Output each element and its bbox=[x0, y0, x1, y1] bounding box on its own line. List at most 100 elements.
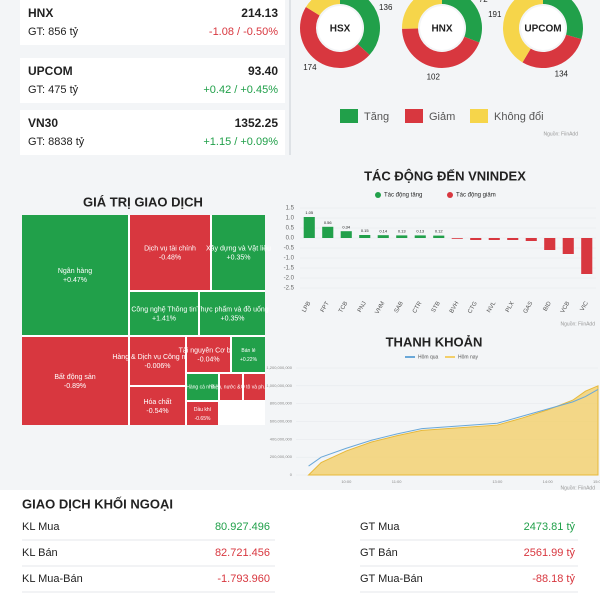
donut-label: 72 bbox=[479, 0, 488, 4]
donut-segment bbox=[300, 7, 370, 68]
cell-change: -0.54% bbox=[146, 408, 168, 415]
treemap-cell bbox=[212, 215, 265, 290]
source: Nguồn: FiinAdd bbox=[544, 131, 579, 137]
donut-title: HNX bbox=[431, 24, 452, 35]
value-label: 0.13 bbox=[398, 228, 407, 233]
cell-change: +0.35% bbox=[227, 254, 251, 261]
source: Nguồn: FiinAdd bbox=[561, 485, 596, 491]
value-label: 1.05 bbox=[305, 210, 314, 215]
index-card bbox=[20, 58, 285, 103]
y-tick-label: 800,000,000 bbox=[270, 401, 293, 406]
row-label: KL Mua-Bán bbox=[22, 573, 83, 585]
source: Nguồn: FiinAdd bbox=[561, 321, 596, 327]
donut-center bbox=[318, 6, 362, 50]
bar bbox=[340, 231, 352, 238]
donut-segment bbox=[522, 34, 582, 69]
x-tick-label: NVL bbox=[486, 300, 497, 314]
cell-change: +1.41% bbox=[152, 315, 176, 322]
x-tick-label: LPB bbox=[301, 301, 312, 314]
row-label: KL Mua bbox=[22, 521, 60, 533]
row-label: KL Bán bbox=[22, 547, 58, 559]
treemap-cell bbox=[22, 337, 128, 425]
foreign-panel bbox=[0, 490, 600, 600]
y-tick-label: -1.5 bbox=[284, 266, 295, 272]
bar bbox=[507, 238, 519, 240]
y-tick-label: -2.0 bbox=[284, 276, 295, 282]
bar bbox=[303, 217, 315, 238]
index-name: HNX bbox=[28, 6, 53, 20]
donut-label: 136 bbox=[379, 3, 393, 12]
cell-label: Tài nguyên Cơ bản bbox=[179, 347, 239, 354]
donut-label: 174 bbox=[303, 63, 317, 72]
cell-label: Hóa chất bbox=[143, 397, 171, 406]
row-label: GT Mua-Bán bbox=[360, 573, 423, 585]
donut-segment bbox=[543, 0, 583, 40]
x-tick-label: STB bbox=[431, 301, 442, 314]
legend-label: Giảm bbox=[429, 111, 455, 123]
index-name: VN30 bbox=[28, 116, 58, 130]
donut-label: 102 bbox=[427, 72, 441, 81]
legend-label: Tác động giảm bbox=[456, 193, 496, 199]
cell-label: Ngân hàng bbox=[58, 268, 92, 275]
x-tick-label: BID bbox=[543, 300, 554, 312]
treemap-cell bbox=[187, 402, 218, 425]
treemap-cell bbox=[130, 292, 198, 335]
donut-center bbox=[521, 6, 565, 50]
chart-title: TÁC ĐỘNG ĐẾN VNINDEX bbox=[364, 168, 526, 183]
y-tick-label: 400,000,000 bbox=[270, 436, 293, 441]
cell-label: Bất động sản bbox=[54, 372, 95, 381]
value-label: 0.34 bbox=[342, 224, 351, 229]
bar bbox=[322, 226, 334, 238]
index-card bbox=[20, 0, 285, 45]
cell-change: +0.47% bbox=[63, 277, 87, 284]
y-tick-label: 1.0 bbox=[286, 216, 295, 222]
cell-label: Hàng & Dịch vụ Công nghiệp bbox=[112, 354, 202, 361]
cell-label: Thực phẩm và đồ uống bbox=[196, 304, 269, 313]
x-tick-label: CTG bbox=[467, 301, 479, 315]
index-change: +1.15 / +0.09% bbox=[203, 136, 278, 148]
legend-swatch bbox=[340, 109, 358, 123]
index-gt: GT: 8838 tỷ bbox=[28, 136, 85, 148]
x-tick-label: PNJ bbox=[357, 301, 368, 314]
bar bbox=[544, 238, 556, 250]
x-tick-label: 13:00 bbox=[492, 479, 503, 484]
treemap-cell bbox=[187, 337, 230, 372]
treemap-cell bbox=[220, 374, 242, 400]
y-tick-label: 1.5 bbox=[286, 206, 295, 212]
y-tick-label: 600,000,000 bbox=[270, 419, 293, 424]
legend-label: Hôm qua bbox=[418, 354, 439, 360]
bar bbox=[414, 235, 426, 238]
cell-label: Điện, nước & xă... bbox=[211, 384, 252, 390]
row-value: 82.721.456 bbox=[215, 547, 270, 559]
donut-segment bbox=[305, 0, 340, 16]
row-value: 2561.99 tỷ bbox=[524, 547, 576, 559]
row-value: -1.793.960 bbox=[217, 573, 270, 585]
cell-label: Công nghệ Thông tin bbox=[131, 306, 196, 313]
treemap-cell bbox=[232, 337, 265, 372]
chart-title: THANH KHOẢN bbox=[386, 334, 483, 349]
cell-label: Hàng cá nhâ... bbox=[186, 384, 219, 390]
donut-center bbox=[420, 6, 464, 50]
y-tick-label: 0.5 bbox=[286, 226, 295, 232]
bar bbox=[359, 235, 371, 238]
line bbox=[308, 388, 599, 467]
row-value: 80.927.496 bbox=[215, 521, 270, 533]
index-card bbox=[20, 110, 285, 155]
x-tick-label: TCB bbox=[338, 301, 349, 314]
index-gt: GT: 475 tỷ bbox=[28, 84, 79, 96]
row-label: GT Bán bbox=[360, 547, 398, 559]
index-gt: GT: 856 tỷ bbox=[28, 26, 79, 38]
x-tick-label: 15:00 bbox=[593, 479, 600, 484]
cell-label: Dầu khí bbox=[194, 407, 212, 413]
index-value: 1352.25 bbox=[235, 116, 279, 130]
x-tick-label: VIC bbox=[580, 300, 591, 312]
legend-dot bbox=[375, 192, 381, 198]
legend-label: Không đổi bbox=[494, 111, 544, 123]
section-title: GIAO DỊCH KHỐI NGOẠI bbox=[22, 496, 173, 511]
donut-segment bbox=[340, 0, 380, 55]
cell-label: Bán lẻ bbox=[241, 348, 255, 354]
x-tick-label: VHM bbox=[374, 301, 386, 316]
donut-segment bbox=[442, 0, 482, 43]
index-value: 214.13 bbox=[241, 6, 278, 20]
treemap-cell bbox=[244, 374, 265, 400]
